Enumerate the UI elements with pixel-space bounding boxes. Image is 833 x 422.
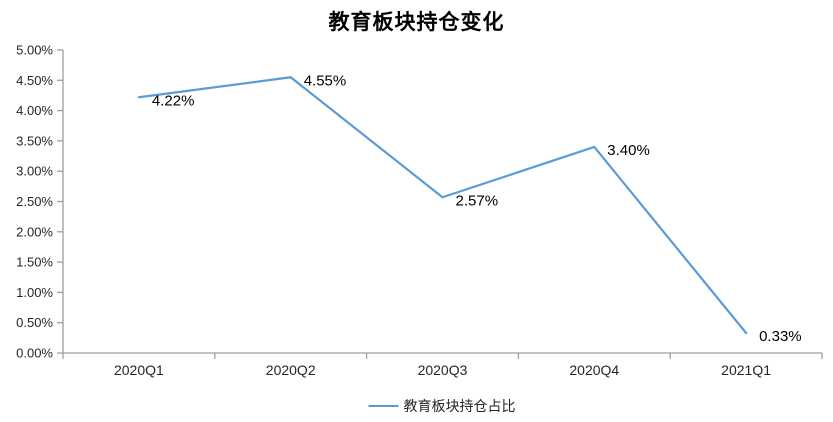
data-label: 3.40% <box>607 142 650 159</box>
y-tick-label: 5.00% <box>16 43 53 58</box>
x-category-label: 2021Q1 <box>721 362 771 378</box>
series-line <box>137 76 748 335</box>
x-category-label: 2020Q1 <box>114 362 164 378</box>
y-tick-label: 1.00% <box>16 285 53 300</box>
chart-title: 教育板块持仓变化 <box>328 9 505 34</box>
y-tick-label: 3.50% <box>16 133 53 148</box>
y-tick-label: 2.50% <box>16 194 53 209</box>
data-label: 4.22% <box>152 92 195 109</box>
x-category-label: 2020Q4 <box>569 362 619 378</box>
y-tick-label: 4.50% <box>16 73 53 88</box>
x-category-label: 2020Q2 <box>266 362 316 378</box>
y-tick-label: 0.00% <box>16 346 53 361</box>
legend-line-icon <box>368 405 399 407</box>
legend-label: 教育板块持仓占比 <box>403 398 516 414</box>
x-category-label: 2020Q3 <box>418 362 468 378</box>
y-tick-label: 2.00% <box>16 224 53 239</box>
data-label: 0.33% <box>759 328 802 345</box>
data-label: 4.55% <box>304 72 347 89</box>
y-tick-label: 4.00% <box>16 103 53 118</box>
legend: 教育板块持仓占比 <box>368 396 516 416</box>
data-label: 2.57% <box>456 192 499 209</box>
y-tick-label: 1.50% <box>16 255 53 270</box>
y-tick-label: 0.50% <box>16 315 53 330</box>
y-tick-label: 3.00% <box>16 164 53 179</box>
